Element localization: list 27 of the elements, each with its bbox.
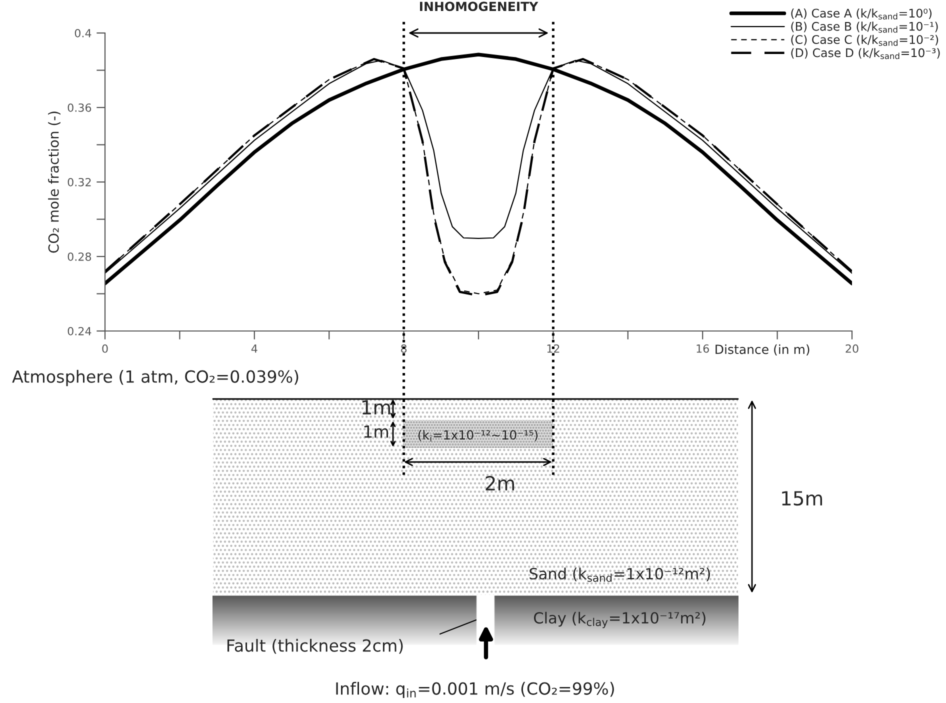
text: Sand (k$_{sand}$=1x10⁻¹²m²) [530,568,710,582]
text: INHOMOGENEITY [420,2,538,12]
y-tick-label: 0.32 [68,178,91,186]
x-tick-label: 12 [547,344,560,353]
x-axis-title: Distance (in m) [716,344,810,356]
y-tick-label: 0.36 [68,103,92,112]
legend-label: (C) Case C (k/k$_{sand}$=10⁻²) [791,34,938,46]
text: (k$_{i}$=1x10⁻¹²~10⁻¹⁵) [418,430,538,442]
x-tick-label: 4 [251,344,258,353]
text: Atmosphere (1 atm, CO₂=0.039%) [12,370,298,386]
text: Inflow: q$_{in}$=0.001 m/s (CO₂=99%) [336,682,614,698]
x-tick-label: 0 [102,344,108,353]
text: 1m [364,425,388,438]
legend-label: (A) Case A (k/k$_{sand}$=10⁰) [791,8,932,20]
text: Clay (k$_{clay}$=1x10⁻¹⁷m²) [534,612,706,628]
legend-label: (B) Case B (k/k$_{sand}$=10⁻¹) [791,22,938,33]
y-axis-title: CO₂ mole fraction (-) [48,112,60,253]
text: 2m [486,476,514,490]
y-tick-label: 0.24 [68,326,92,336]
x-tick-label: 16 [696,344,709,353]
y-tick-label: 0.28 [68,252,92,261]
y-tick-label: 0.4 [74,28,92,38]
legend-label: (D) Case D (k/k$_{sand}$=10⁻³) [791,48,940,60]
x-tick-label: 20 [846,344,858,353]
text: 1m [362,400,390,414]
text: 15m [782,491,822,506]
text: Fault (thickness 2cm) [227,638,403,654]
